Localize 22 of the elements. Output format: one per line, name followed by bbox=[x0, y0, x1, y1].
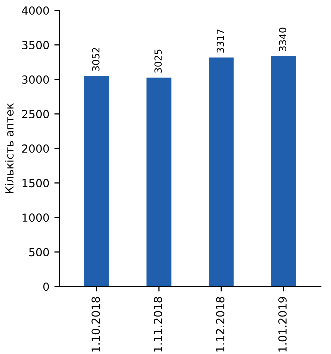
y-tick-label: 0 bbox=[44, 282, 50, 292]
x-tick-label: 1.12.2018 bbox=[216, 297, 225, 352]
y-tick-label: 4000 bbox=[22, 6, 50, 15]
y-tick-label: 1500 bbox=[22, 179, 50, 188]
y-tick-label: 2000 bbox=[22, 144, 50, 154]
data-label: 3025 bbox=[154, 50, 162, 74]
bar bbox=[271, 56, 296, 287]
data-label: 3317 bbox=[216, 30, 224, 53]
x-tick-label: 1.11.2018 bbox=[154, 297, 162, 352]
y-tick-label: 500 bbox=[30, 248, 50, 257]
bar bbox=[84, 76, 110, 287]
bar bbox=[146, 78, 172, 287]
y-tick-label: 1000 bbox=[22, 214, 50, 222]
bar bbox=[209, 58, 234, 287]
data-label: 3052 bbox=[92, 48, 100, 72]
y-tick-label: 3000 bbox=[22, 76, 50, 84]
x-tick-label: 1.10.2018 bbox=[92, 297, 100, 352]
data-label: 3340 bbox=[279, 28, 287, 52]
y-tick-label: 2500 bbox=[22, 110, 50, 119]
y-axis-title: Кількість аптек bbox=[5, 103, 14, 194]
y-tick-label: 3500 bbox=[22, 41, 50, 50]
x-tick-label: 1.01.2019 bbox=[278, 297, 287, 352]
